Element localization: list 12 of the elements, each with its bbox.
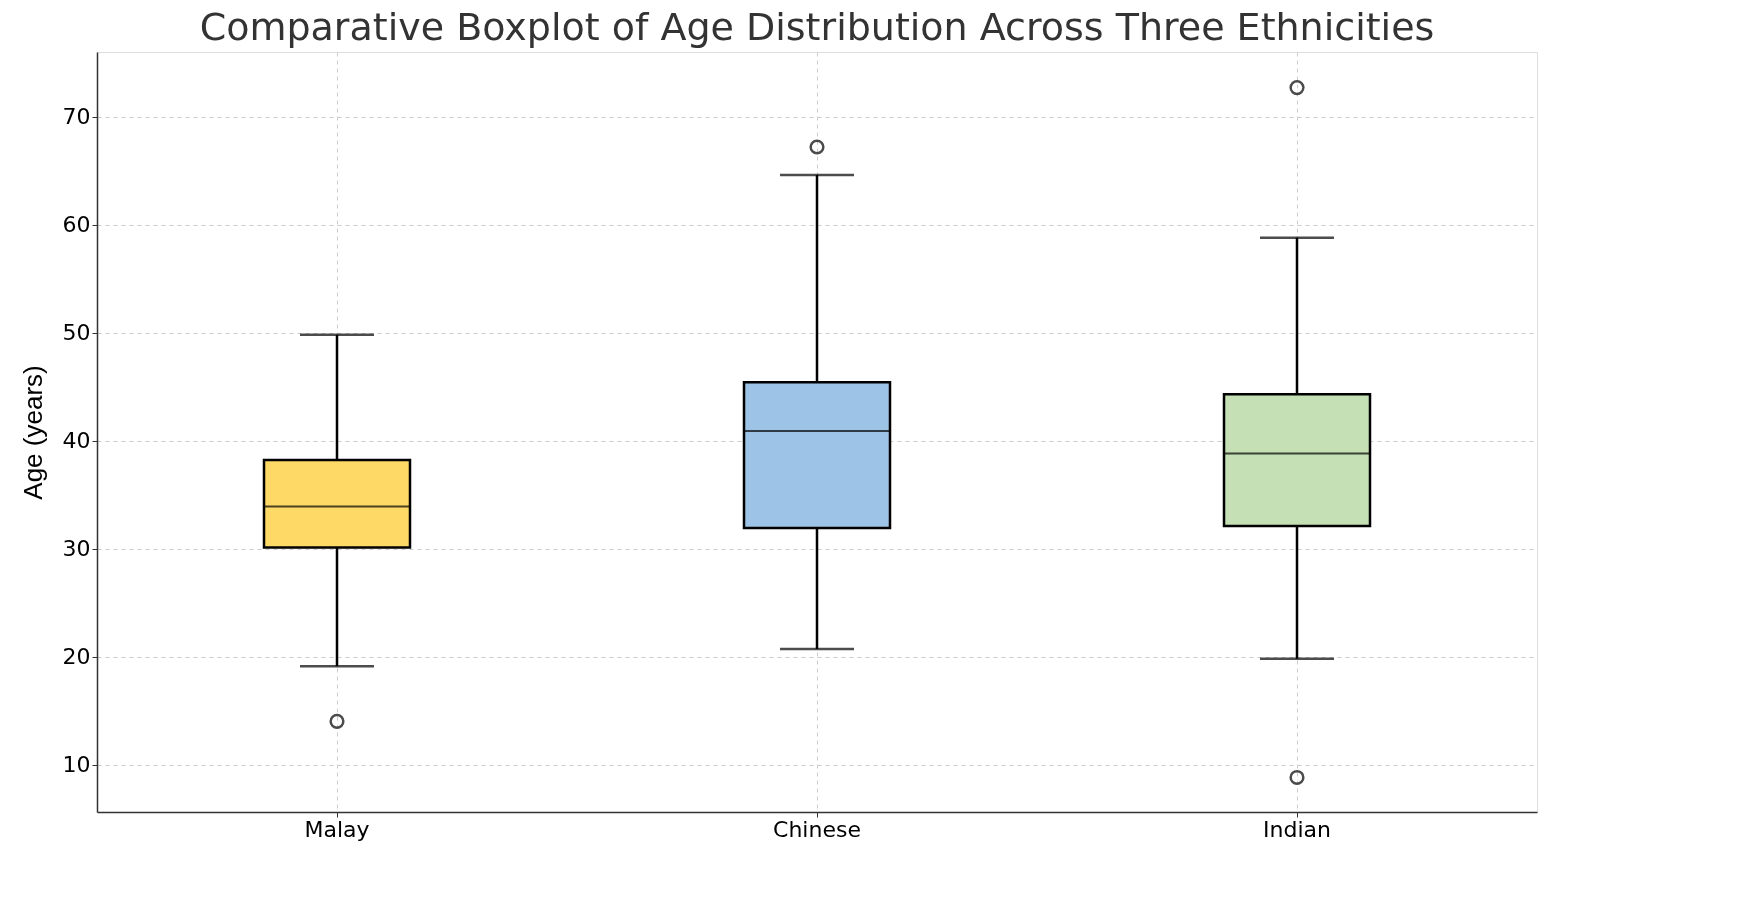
chart-title: Comparative Boxplot of Age Distribution Across Three Ethnicities (199, 5, 1435, 49)
y-tick-label: 60 (62, 212, 91, 238)
y-tick-label: 40 (62, 428, 91, 454)
x-tick-label: Indian (1263, 816, 1331, 842)
y-tick-label: 20 (62, 644, 91, 670)
y-tick-label: 10 (62, 752, 91, 777)
x-tick-label: Malay (304, 816, 370, 842)
y-tick-label: 30 (62, 536, 91, 562)
y-tick-label: 70 (62, 104, 91, 130)
y-tick-label: 50 (62, 320, 91, 346)
x-tick-label: Chinese (773, 816, 861, 842)
y-axis-title: Age (years) (17, 365, 48, 500)
